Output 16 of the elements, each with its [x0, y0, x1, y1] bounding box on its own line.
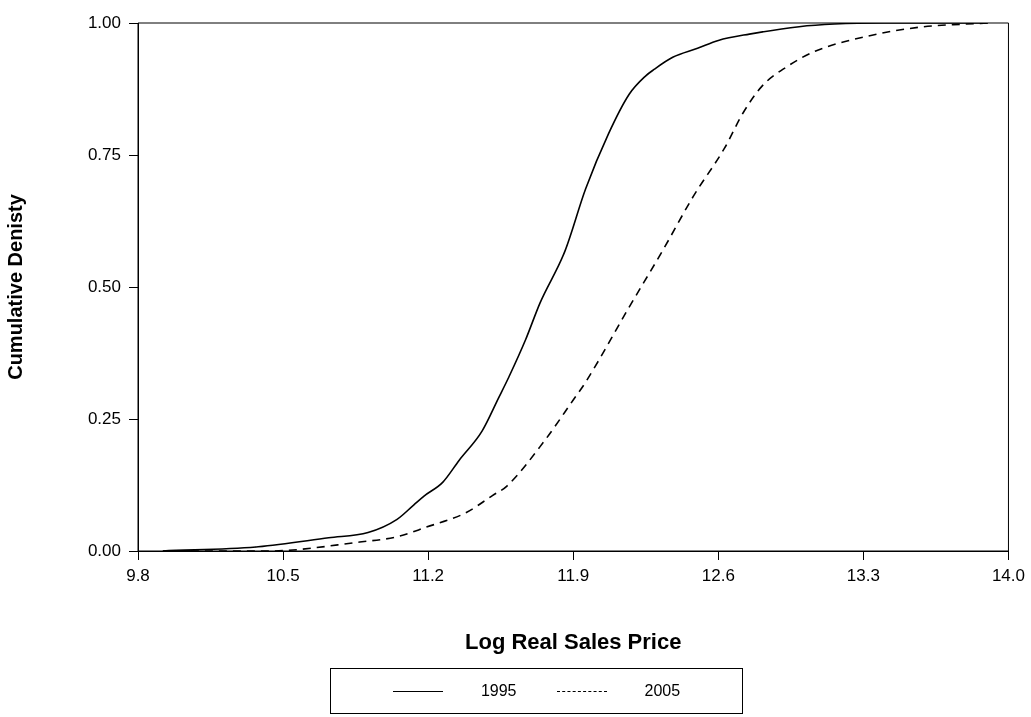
- legend-label: 2005: [644, 682, 681, 700]
- x-tick-label: 11.2: [412, 565, 445, 585]
- y-axis-title: Cumulative Denisty: [3, 193, 26, 380]
- y-tick-label: 0.00: [87, 540, 121, 560]
- x-tick-label: 9.8: [126, 565, 150, 585]
- x-tick-label: 11.9: [557, 565, 590, 585]
- legend-label: 1995: [480, 682, 517, 700]
- y-tick-label: 0.50: [87, 276, 121, 296]
- y-tick-label: 0.75: [87, 144, 121, 164]
- y-tick-label: 0.25: [87, 408, 121, 428]
- x-tick-label: 14.0: [991, 565, 1025, 585]
- x-axis-title: Log Real Sales Price: [465, 628, 682, 654]
- x-tick-label: 13.3: [846, 565, 880, 585]
- x-tick-label: 12.6: [701, 565, 735, 585]
- x-tick-label: 10.5: [266, 565, 300, 585]
- y-tick-label: 1.00: [87, 12, 121, 32]
